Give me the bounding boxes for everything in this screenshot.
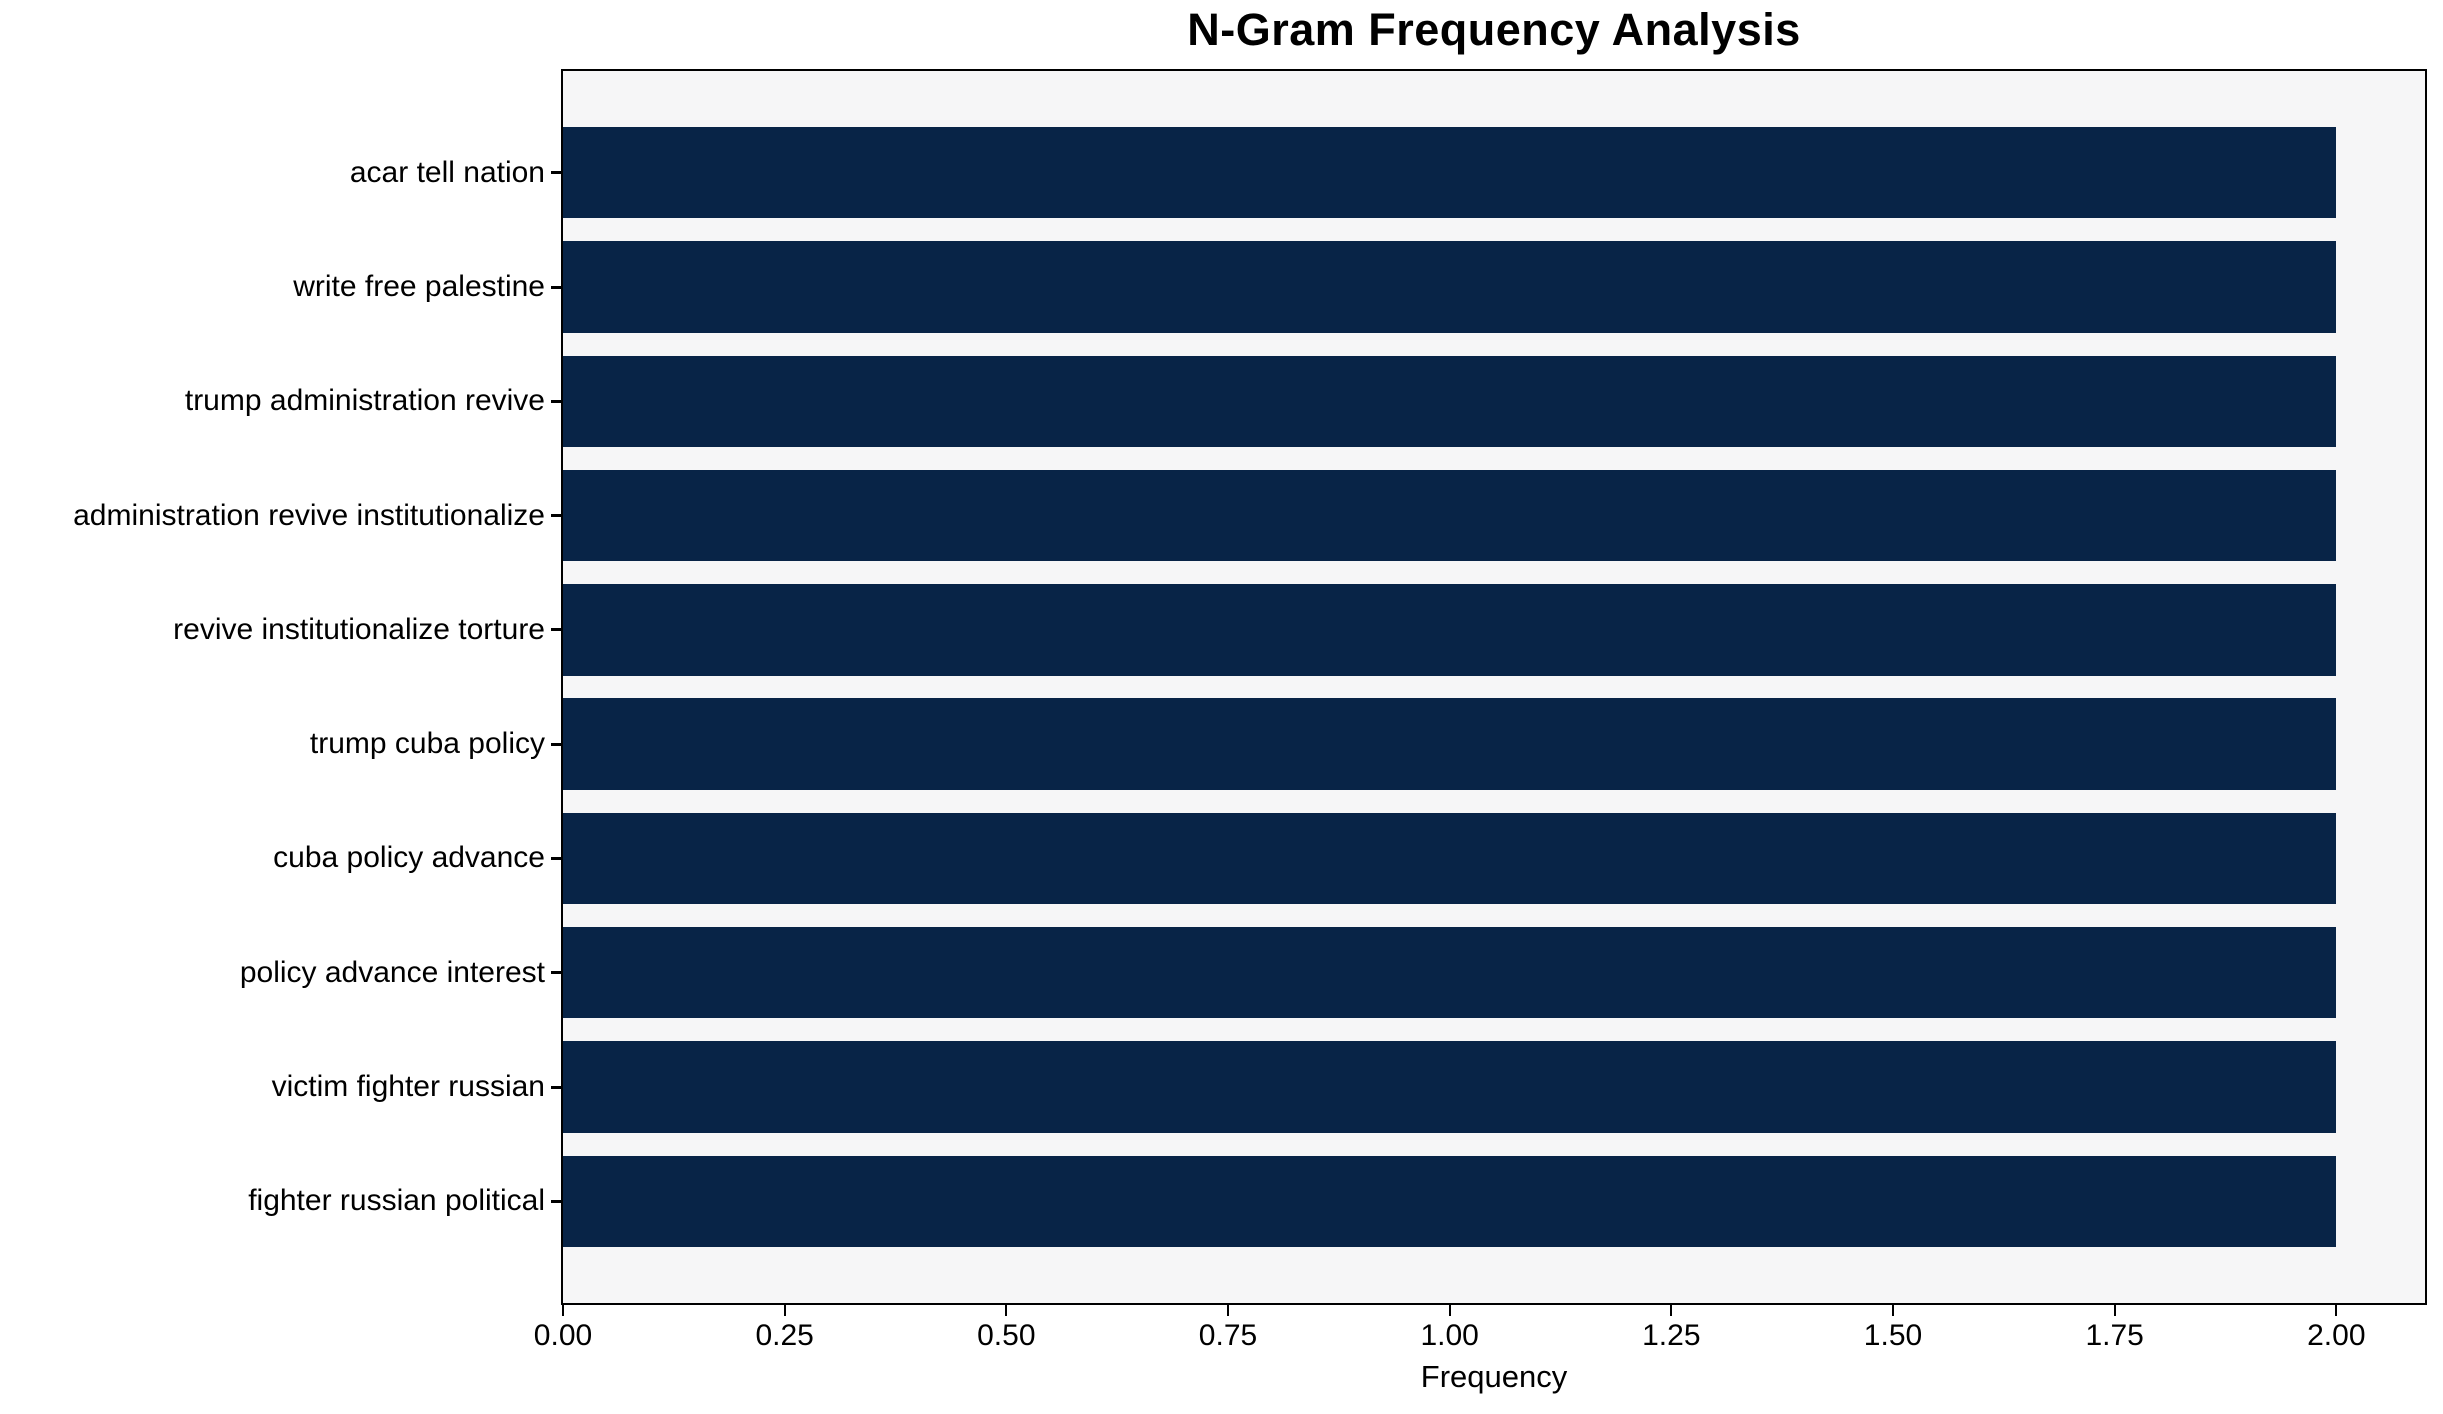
bar-1 xyxy=(563,127,2337,219)
y-tick-mark xyxy=(551,856,562,860)
y-tick-label: cuba policy advance xyxy=(273,841,545,875)
bar-6 xyxy=(563,698,2337,790)
x-tick-mark xyxy=(1005,1305,1008,1316)
y-tick-mark xyxy=(551,1199,562,1203)
bar-9 xyxy=(563,1041,2337,1133)
x-tick-label: 2.00 xyxy=(2307,1319,2366,1352)
x-tick-mark xyxy=(562,1305,564,1316)
y-tick-mark xyxy=(551,742,562,746)
y-tick-label: write free palestine xyxy=(293,270,545,303)
bar-4 xyxy=(563,469,2337,562)
y-tick-label: trump cuba policy xyxy=(309,727,545,761)
x-tick-mark xyxy=(2113,1305,2116,1316)
x-tick-label: 0.50 xyxy=(977,1319,1036,1352)
y-tick-mark xyxy=(551,514,562,518)
y-tick-label: policy advance interest xyxy=(239,955,545,989)
x-tick-label: 1.50 xyxy=(1863,1319,1923,1352)
bar-5 xyxy=(563,584,2337,676)
y-tick-mark xyxy=(551,1085,562,1089)
x-tick-label: 1.75 xyxy=(2085,1319,2144,1352)
y-tick-mark xyxy=(551,628,562,632)
x-tick-mark xyxy=(1892,1305,1894,1316)
x-tick-mark xyxy=(1670,1305,1673,1316)
chart-title: N-Gram Frequency Analysis xyxy=(1187,4,1801,55)
x-tick-label: 1.25 xyxy=(1642,1319,1701,1352)
bar-3 xyxy=(563,355,2337,447)
x-tick-mark xyxy=(2335,1305,2338,1316)
bar-7 xyxy=(563,812,2337,905)
y-tick-label: acar tell nation xyxy=(349,155,545,189)
y-tick-label: victim fighter russian xyxy=(271,1070,545,1103)
plot-area xyxy=(561,69,2427,1305)
bar-2 xyxy=(563,241,2337,333)
y-tick-mark xyxy=(551,399,562,403)
x-axis-label: Frequency xyxy=(1420,1359,1568,1394)
y-tick-mark xyxy=(551,971,562,975)
y-tick-label: administration revive institutionalize xyxy=(73,498,545,532)
y-tick-label: fighter russian political xyxy=(248,1184,545,1218)
y-tick-mark xyxy=(551,171,562,175)
x-tick-mark xyxy=(783,1305,786,1316)
x-tick-label: 0.75 xyxy=(1198,1319,1258,1352)
x-tick-mark xyxy=(1448,1305,1451,1316)
x-tick-label: 0.25 xyxy=(755,1319,814,1352)
bar-10 xyxy=(563,1155,2337,1247)
y-tick-mark xyxy=(551,285,562,289)
x-tick-label: 1.00 xyxy=(1420,1319,1479,1352)
y-tick-label: revive institutionalize torture xyxy=(173,612,545,646)
bar-8 xyxy=(563,927,2337,1019)
x-tick-mark xyxy=(1227,1305,1229,1316)
x-tick-label: 0.00 xyxy=(533,1319,593,1352)
y-tick-label: trump administration revive xyxy=(184,384,545,418)
